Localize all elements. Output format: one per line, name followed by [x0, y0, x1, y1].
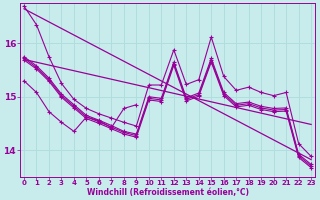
X-axis label: Windchill (Refroidissement éolien,°C): Windchill (Refroidissement éolien,°C): [87, 188, 249, 197]
